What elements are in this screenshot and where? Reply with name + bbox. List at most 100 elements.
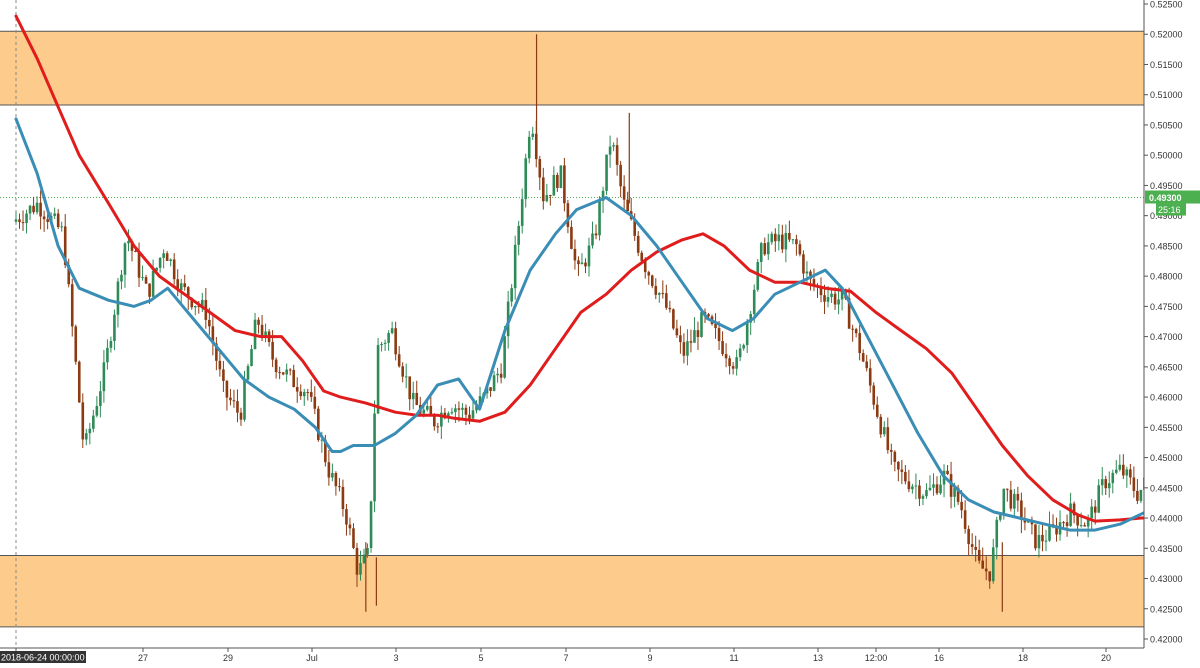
candle-body xyxy=(88,428,92,434)
price-tick-label: 0.45000 xyxy=(1150,453,1183,463)
candle-body xyxy=(387,333,390,343)
candle-body xyxy=(963,510,967,529)
candle-body xyxy=(77,361,81,403)
candle-body xyxy=(819,286,823,296)
candle-body xyxy=(327,462,331,478)
candle-body xyxy=(1055,525,1058,535)
candle-body xyxy=(636,235,640,253)
candle-body xyxy=(658,293,661,295)
candle-body xyxy=(541,177,545,202)
candle-body xyxy=(893,451,897,462)
candle-body xyxy=(981,560,985,569)
price-tick-label: 0.52500 xyxy=(1150,0,1183,10)
candle-body xyxy=(331,472,334,478)
candle-body xyxy=(1076,515,1079,526)
candle-body xyxy=(380,343,383,346)
candle-body xyxy=(299,391,303,397)
candle-body xyxy=(341,487,345,510)
candle-body xyxy=(1118,464,1122,470)
candle-body xyxy=(148,283,151,297)
candle-body xyxy=(355,547,359,575)
candle-body xyxy=(984,568,988,572)
candle-body xyxy=(918,485,921,499)
candle-body xyxy=(1013,493,1016,509)
price-tick-label: 0.52000 xyxy=(1150,30,1183,40)
candle-body xyxy=(668,307,672,310)
price-tick-label: 0.48000 xyxy=(1150,272,1183,282)
candle-body xyxy=(823,295,826,302)
candle-body xyxy=(225,380,229,398)
candle-body xyxy=(1090,506,1093,519)
candle-body xyxy=(605,154,608,191)
candle-body xyxy=(619,164,622,187)
candle-body xyxy=(612,145,615,147)
candle-body xyxy=(506,301,510,337)
candle-body xyxy=(956,487,960,502)
candle-body xyxy=(594,233,598,236)
candle-body xyxy=(897,461,900,470)
candle-body xyxy=(643,260,647,273)
current-price-badge xyxy=(1145,190,1200,204)
time-tick-label: 11 xyxy=(729,653,738,663)
candle-body xyxy=(882,427,886,435)
candle-body xyxy=(1129,469,1132,478)
candle-body xyxy=(457,408,461,410)
candle-body xyxy=(640,252,644,261)
candle-body xyxy=(615,145,619,165)
candle-body xyxy=(172,259,176,280)
time-tick-label: 20 xyxy=(1101,653,1111,663)
candle-body xyxy=(584,262,587,267)
candle-body xyxy=(471,410,475,419)
candle-body xyxy=(967,528,970,545)
candle-body xyxy=(861,353,865,362)
candle-body xyxy=(1041,534,1044,542)
candle-body xyxy=(99,391,102,407)
candle-body xyxy=(222,369,225,381)
candle-body xyxy=(158,257,162,268)
candle-body xyxy=(436,426,440,428)
candle-body xyxy=(591,233,594,246)
candle-body xyxy=(130,241,134,251)
candle-body xyxy=(763,243,767,255)
candle-body xyxy=(907,481,911,490)
candle-body xyxy=(527,136,531,159)
candle-body xyxy=(770,233,774,243)
candle-body xyxy=(531,133,535,137)
price-tick-label: 0.44500 xyxy=(1150,483,1183,493)
candle-body xyxy=(102,362,106,392)
candle-body xyxy=(134,250,137,252)
candle-body xyxy=(1079,525,1083,527)
candle-body xyxy=(830,293,833,298)
candle-body xyxy=(106,347,109,363)
candle-body xyxy=(14,219,18,222)
candle-body xyxy=(977,549,981,561)
candle-body xyxy=(552,174,556,196)
candle-body xyxy=(608,146,612,155)
candle-body xyxy=(633,219,636,236)
candle-body xyxy=(499,373,503,378)
candle-body xyxy=(868,368,872,386)
candle-body xyxy=(1097,485,1101,513)
candle-body xyxy=(92,415,95,429)
candle-body xyxy=(1136,490,1139,501)
candle-body xyxy=(376,345,380,414)
candle-body xyxy=(394,328,397,355)
price-tick-label: 0.46000 xyxy=(1150,393,1183,403)
candle-body xyxy=(587,245,591,267)
candle-body xyxy=(193,305,197,308)
candle-body xyxy=(408,376,412,400)
candle-body xyxy=(208,319,211,327)
support-zone xyxy=(0,555,1144,627)
candle-body xyxy=(689,341,693,343)
candle-body xyxy=(18,219,21,223)
candle-body xyxy=(1016,493,1020,501)
candle-body xyxy=(752,289,756,315)
price-tick-label: 0.43000 xyxy=(1150,574,1183,584)
candle-body xyxy=(1006,488,1009,490)
candle-body xyxy=(661,293,665,295)
candle-body xyxy=(858,333,861,354)
candle-body xyxy=(468,414,471,419)
candle-body xyxy=(921,496,925,499)
